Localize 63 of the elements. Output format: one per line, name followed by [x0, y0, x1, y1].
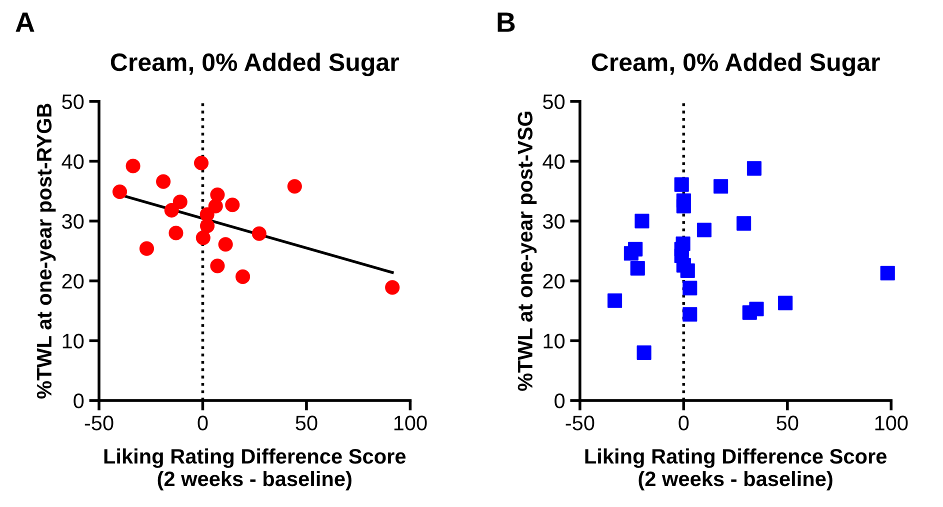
point	[714, 179, 728, 194]
point	[676, 198, 691, 214]
point	[682, 307, 698, 322]
x-tick-label: 100	[875, 416, 908, 430]
point	[208, 198, 223, 214]
point	[749, 302, 764, 316]
x-tick-label: 50	[296, 416, 318, 430]
point	[164, 203, 179, 218]
point	[880, 266, 895, 280]
y-tick-label: 30	[62, 214, 84, 229]
point	[608, 293, 622, 308]
point	[680, 263, 695, 278]
point	[196, 230, 210, 246]
y-tick-label: 50	[62, 94, 84, 110]
y-tick-label: 0	[74, 394, 84, 408]
point	[139, 241, 154, 256]
point	[210, 258, 225, 274]
x-tick-label: 100	[394, 416, 427, 430]
x-tick-label: -50	[566, 416, 594, 430]
point	[736, 216, 752, 231]
point	[746, 161, 762, 176]
x-tick-label: 0	[198, 416, 208, 430]
point	[218, 237, 233, 252]
chart-title: Cream, 0% Added Sugar	[592, 52, 880, 76]
y-tick-label: 0	[554, 394, 565, 408]
point	[636, 345, 652, 360]
point	[225, 198, 240, 212]
point	[385, 280, 400, 295]
point	[674, 177, 689, 192]
point	[168, 226, 184, 240]
y-tick-label: 50	[543, 94, 565, 110]
point	[194, 156, 209, 170]
point	[778, 296, 793, 310]
x-tick-label: -50	[84, 416, 114, 430]
y-axis-title: %TWL at one-year post-VSG	[518, 112, 537, 391]
y-tick-label: 10	[62, 334, 84, 348]
point	[156, 174, 171, 189]
y-tick-label: 10	[544, 334, 565, 348]
chart-title: Cream, 0% Added Sugar	[110, 52, 399, 76]
point	[287, 179, 302, 194]
point	[126, 158, 140, 174]
point	[624, 246, 638, 261]
point	[682, 280, 698, 296]
point	[236, 269, 250, 284]
text: A	[16, 12, 34, 32]
point	[634, 214, 650, 228]
y-axis-title: %TWL at one-year post-RYGB	[36, 104, 56, 399]
x-axis-title: Liking Rating Difference Score (2 weeks - baseline)	[104, 448, 406, 490]
point	[630, 261, 645, 276]
y-tick-label: 30	[542, 214, 565, 229]
y-tick-label: 40	[62, 154, 84, 169]
x-tick-label: 50	[776, 416, 798, 430]
point	[252, 226, 266, 241]
point	[172, 194, 188, 210]
y-tick-label: 20	[543, 274, 565, 289]
x-axis-title: Liking Rating Difference Score (2 weeks - baseline)	[585, 448, 886, 490]
y-tick-label: 40	[542, 154, 565, 169]
x-tick-label: 0	[678, 416, 689, 430]
y-tick-label: 20	[62, 274, 84, 289]
text: B	[498, 12, 515, 32]
point	[112, 184, 128, 200]
point	[696, 222, 712, 238]
point	[200, 218, 215, 234]
